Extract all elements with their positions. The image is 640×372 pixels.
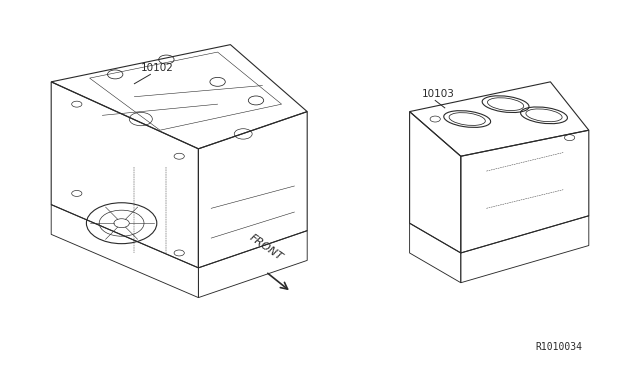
Text: FRONT: FRONT — [247, 232, 284, 262]
Text: 10103: 10103 — [422, 89, 455, 99]
Text: 10102: 10102 — [140, 62, 173, 73]
Text: R1010034: R1010034 — [536, 341, 582, 352]
